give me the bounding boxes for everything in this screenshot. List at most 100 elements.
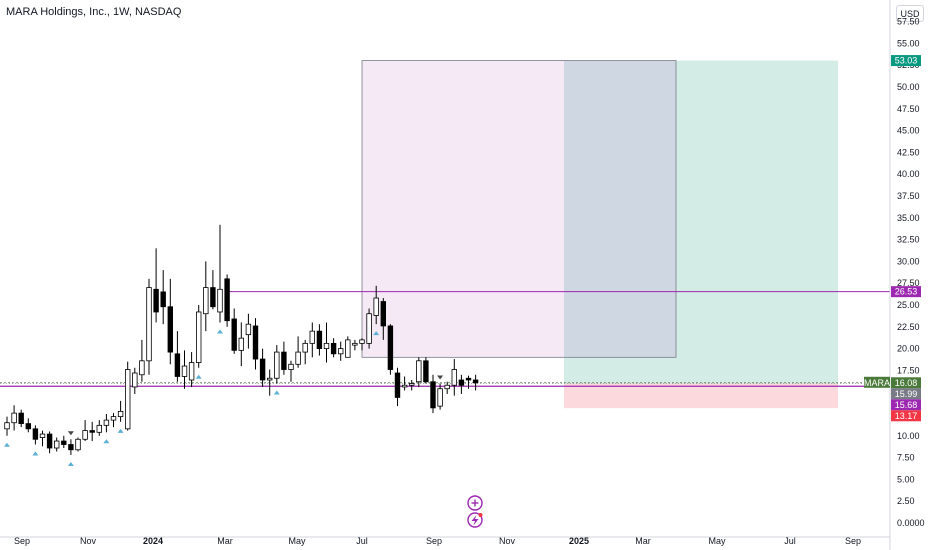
candle[interactable] <box>437 383 443 410</box>
candle[interactable] <box>75 437 81 452</box>
candle[interactable] <box>174 331 181 382</box>
candle[interactable] <box>408 379 415 391</box>
candle[interactable] <box>316 324 323 356</box>
candle[interactable] <box>430 374 436 414</box>
candle[interactable] <box>472 374 479 391</box>
candle-body-up <box>181 365 188 377</box>
candle-body-up <box>238 337 244 351</box>
candle[interactable] <box>181 350 188 389</box>
candle[interactable] <box>380 298 386 340</box>
x-tick-label: Mar <box>217 536 233 546</box>
y-tick-label: 55.00 <box>897 38 920 48</box>
candle[interactable] <box>139 339 145 382</box>
candle[interactable] <box>309 322 315 358</box>
candle[interactable] <box>373 285 379 325</box>
candle[interactable] <box>416 357 422 387</box>
candle[interactable] <box>288 360 294 382</box>
candle-body-down <box>316 330 323 350</box>
candle[interactable] <box>25 418 31 433</box>
candle[interactable] <box>68 439 74 455</box>
candle[interactable] <box>4 416 10 436</box>
candle-body-up <box>323 342 330 350</box>
candle[interactable] <box>252 318 259 370</box>
candle[interactable] <box>153 248 159 323</box>
candle[interactable] <box>394 367 401 407</box>
candle[interactable] <box>217 224 223 323</box>
candle[interactable] <box>39 430 46 447</box>
candle-body-up <box>11 412 17 424</box>
candle-body-up <box>309 330 315 344</box>
candle-body-down <box>281 351 287 370</box>
candle[interactable] <box>458 374 465 394</box>
y-tick-label: 30.00 <box>897 256 920 266</box>
candle[interactable] <box>330 338 337 358</box>
candle[interactable] <box>210 270 216 310</box>
candle[interactable] <box>451 359 457 396</box>
add-alert-button[interactable] <box>467 495 483 511</box>
candle[interactable] <box>401 376 408 391</box>
candle[interactable] <box>125 361 131 431</box>
candle[interactable] <box>231 308 237 354</box>
drawing-shapes <box>361 60 838 409</box>
buy-signal-marker <box>373 331 380 336</box>
candle[interactable] <box>110 413 117 428</box>
candle[interactable] <box>46 431 53 454</box>
candle[interactable] <box>32 425 39 445</box>
candle-body-up <box>302 342 308 353</box>
candle[interactable] <box>323 322 330 363</box>
candle[interactable] <box>444 381 450 394</box>
candle-body-up <box>217 288 223 313</box>
flash-button[interactable] <box>467 512 483 528</box>
candle-body-down <box>89 430 95 433</box>
candle-body-up <box>96 424 102 433</box>
candle[interactable] <box>387 324 394 375</box>
candle[interactable] <box>132 367 138 394</box>
sell-signal-marker <box>67 431 74 436</box>
candle[interactable] <box>366 308 372 349</box>
price-tag-bg <box>891 286 921 298</box>
candle[interactable] <box>266 369 273 396</box>
candle[interactable] <box>61 435 67 449</box>
candle[interactable] <box>160 270 166 325</box>
lightning-icon-bolt <box>471 515 479 526</box>
candle[interactable] <box>295 336 301 368</box>
candle[interactable] <box>345 336 351 358</box>
candle[interactable] <box>188 352 195 387</box>
candle[interactable] <box>423 357 429 384</box>
candle[interactable] <box>337 341 344 361</box>
candle[interactable] <box>54 437 60 452</box>
candle[interactable] <box>146 278 152 375</box>
candle[interactable] <box>245 313 252 349</box>
candle[interactable] <box>18 409 24 428</box>
candle[interactable] <box>96 420 102 436</box>
candle[interactable] <box>103 414 110 433</box>
candle-body-up <box>408 383 415 386</box>
candle[interactable] <box>281 341 287 375</box>
ticker-tag-label: MARA <box>864 378 890 388</box>
candle-body-up <box>39 433 46 438</box>
candle[interactable] <box>117 400 124 422</box>
x-tick-label: Sep <box>14 536 30 546</box>
candle[interactable] <box>203 261 209 332</box>
candle[interactable] <box>465 375 472 389</box>
candle[interactable] <box>195 305 202 368</box>
candle-body-up <box>103 419 110 426</box>
y-tick-label: 50.00 <box>897 82 920 92</box>
signal-markers <box>4 329 444 466</box>
currency-button[interactable]: USD <box>896 5 924 22</box>
candle[interactable] <box>11 405 17 431</box>
candle[interactable] <box>302 339 308 365</box>
stop-zone[interactable] <box>564 383 838 409</box>
candle[interactable] <box>359 338 365 351</box>
candle[interactable] <box>259 348 266 387</box>
candle[interactable] <box>89 421 95 442</box>
candle[interactable] <box>167 278 173 365</box>
candle[interactable] <box>82 420 88 442</box>
candle[interactable] <box>274 345 280 384</box>
candle[interactable] <box>352 339 358 351</box>
y-tick-label: 40.00 <box>897 169 920 179</box>
y-tick-label: 27.50 <box>897 278 920 288</box>
candle[interactable] <box>224 274 230 327</box>
candle[interactable] <box>238 322 244 367</box>
